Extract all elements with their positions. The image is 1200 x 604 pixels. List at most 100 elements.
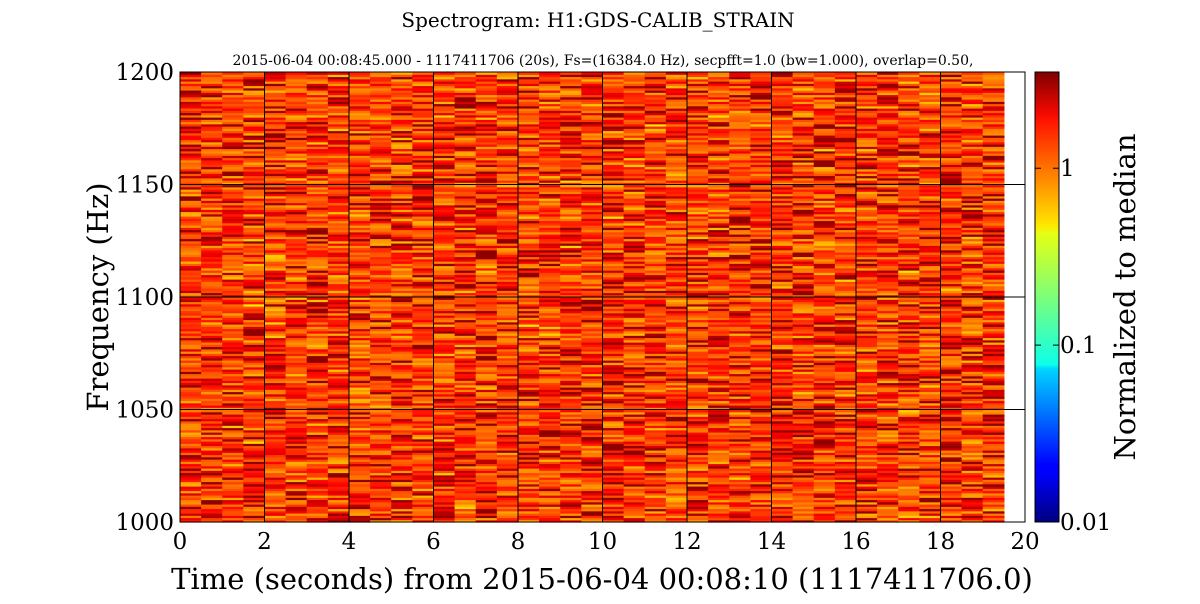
heatmap-cell [222,339,244,343]
heatmap-cell [327,414,350,417]
heatmap-cell [454,283,477,287]
heatmap-cell [327,483,350,487]
heatmap-cell [264,243,287,246]
heatmap-cell [665,508,688,512]
heatmap-cell [560,148,582,152]
heatmap-cell [306,288,329,291]
heatmap-cell [665,243,688,246]
heatmap-cell [581,240,604,244]
heatmap-cell [687,504,709,507]
heatmap-cell [475,447,498,451]
heatmap-cell [327,94,350,98]
heatmap-cell [454,326,477,330]
heatmap-cell [433,81,456,84]
heatmap-cell [412,258,435,262]
heatmap-cell [370,470,392,474]
heatmap-cell [349,450,371,453]
heatmap-cell [475,279,498,282]
heatmap-cell [475,517,498,521]
heatmap-cell [264,425,287,429]
heatmap-cell [602,249,625,253]
heatmap-cell [349,459,371,462]
heatmap-cell [327,497,350,501]
heatmap-cell [327,252,350,255]
heatmap-cell [222,438,244,442]
heatmap-cell [687,157,709,161]
heatmap-cell [370,139,392,143]
heatmap-cell [665,168,688,172]
heatmap-cell [306,171,329,174]
heatmap-cell [201,321,223,325]
heatmap-cell [391,94,413,98]
heatmap-cell [602,157,625,161]
heatmap-cell [623,357,646,361]
heatmap-cell [349,256,371,260]
heatmap-cell [518,141,540,145]
heatmap-cell [496,436,519,440]
heatmap-cell [687,155,709,159]
heatmap-cell [180,202,202,206]
heatmap-cell [665,171,688,174]
heatmap-cell [370,477,392,480]
heatmap-cell [687,378,709,381]
heatmap-cell [602,357,625,361]
heatmap-cell [349,409,371,413]
heatmap-cell [306,144,329,147]
heatmap-cell [222,166,244,170]
heatmap-cell [518,256,540,260]
heatmap-cell [412,285,435,289]
heatmap-cell [644,321,667,325]
heatmap-cell [370,198,392,201]
heatmap-cell [222,330,244,334]
heatmap-cell [496,326,519,330]
heatmap-cell [349,445,371,449]
heatmap-cell [581,321,604,325]
heatmap-cell [454,76,477,80]
heatmap-cell [539,177,561,181]
heatmap-cell [539,310,561,314]
heatmap-cell [687,123,709,127]
heatmap-cell [602,405,625,408]
heatmap-cell [623,418,646,422]
heatmap-cell [222,423,244,426]
heatmap-cell [243,74,266,78]
heatmap-cell [475,144,498,147]
heatmap-cell [518,317,540,321]
heatmap-cell [644,400,667,404]
heatmap-cell [454,72,477,75]
heatmap-cell [496,312,519,316]
heatmap-cell [306,355,329,359]
heatmap-cell [391,454,413,458]
heatmap-cell [644,81,667,84]
heatmap-cell [349,157,371,161]
heatmap-cell [327,335,350,339]
heatmap-cell [602,513,625,516]
heatmap-cell [581,238,604,242]
heatmap-cell [264,202,287,206]
heatmap-cell [370,103,392,107]
heatmap-cell [496,155,519,159]
heatmap-cell [327,513,350,516]
heatmap-cell [243,429,266,433]
heatmap-cell [243,130,266,134]
heatmap-cell [412,164,435,168]
heatmap-cell [370,297,392,300]
heatmap-cell [581,168,604,172]
heatmap-cell [496,148,519,152]
heatmap-cell [180,369,202,372]
heatmap-cell [433,297,456,300]
heatmap-cell [433,333,456,336]
heatmap-cell [454,281,477,285]
heatmap-cell [518,409,540,413]
heatmap-cell [560,166,582,170]
heatmap-cell [644,193,667,197]
heatmap-cell [243,258,266,262]
heatmap-cell [560,513,582,516]
heatmap-cell [222,380,244,384]
heatmap-cell [285,508,308,512]
heatmap-cell [391,497,413,501]
heatmap-cell [306,459,329,462]
heatmap-cell [539,184,561,188]
heatmap-cell [370,501,392,505]
